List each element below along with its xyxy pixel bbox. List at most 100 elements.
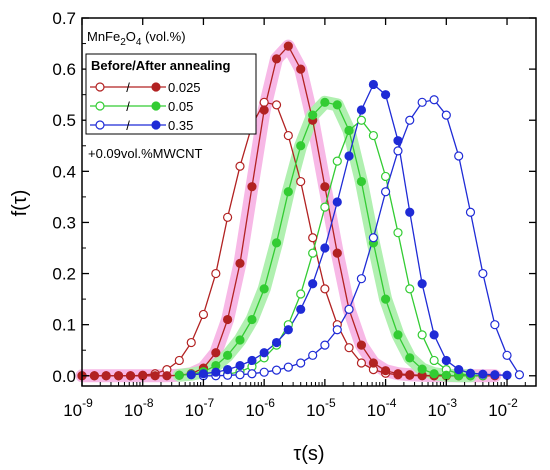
legend-entries: / 0.025 / 0.05 / 0.35 [90,80,201,133]
x-tick-label: 10-6 [245,396,275,420]
series-0_025-before-point [344,343,354,353]
series-0_35-before-point [296,358,306,368]
series-0_025-after-point [320,182,330,192]
series-0_35-after-point [429,330,439,340]
series-0_35-after-point [271,337,282,348]
series-0_05-after-point [344,125,354,136]
legend-box [85,53,257,135]
series-0_025-before-point [211,268,221,279]
series-0_025-after-point [259,105,269,115]
series-0_025-before-point [186,337,196,348]
series-0_025-after-point [162,371,172,381]
y-tick-label: 0.1 [52,316,76,335]
series-0_35-after-point [247,355,257,366]
series-0_35-after-point [186,370,196,380]
series-0_05-after-point [356,176,367,187]
legend-label: 0.35 [168,118,193,133]
series-0_025-before-point [296,176,306,187]
series-layer [75,39,525,383]
series-0_05-after-point [296,141,306,151]
x-tick-label: 10-4 [367,396,397,420]
series-0_35-before-point [320,340,330,350]
series-0_35-before-point [454,151,464,161]
y-tick-label: 0.2 [52,265,76,284]
series-0_05-before-point [296,289,306,299]
series-0_05-before-point [393,228,403,238]
legend-separator: / [126,99,130,114]
series-0_025-after-point [235,258,245,268]
series-0_35-after-point [211,367,221,377]
series-0_35-before-point [332,325,342,335]
series-0_025-before-point [222,212,233,222]
legend-marker-after [151,101,161,111]
series-0_35-after-point [417,279,427,289]
legend-marker-before [95,101,105,111]
series-0_35-after-point [222,365,233,375]
legend-note: +0.09vol.%MWCNT [88,146,203,161]
series-0_35-before-point [405,115,415,125]
series-0_35-after-point [380,90,391,100]
series-0_35-after-point [393,136,403,146]
series-0_025-after-point [222,314,233,325]
series-0_05-after-point [441,370,451,380]
series-0_025-after-point [271,54,282,64]
legend-subtitle: Before/After annealing [91,58,230,73]
series-0_025-before-point [235,161,245,171]
series-0_35-before-point [380,187,391,197]
legend-marker-before [95,82,105,92]
series-0_025-before-point [198,309,209,320]
series-0_05-after-point [405,353,415,363]
series-0_025-after-point [393,369,403,379]
y-tick-label: 0.3 [52,213,76,232]
series-0_35-after-point [454,365,464,375]
series-0_35-before-point [356,274,367,284]
x-tick-label: 10-5 [306,396,336,420]
series-0_35-after-point [296,304,306,314]
legend-label: 0.05 [168,99,193,114]
x-tick-label: 10-9 [63,396,93,420]
series-0_025-after-point [283,41,293,51]
series-0_05-after-point [380,294,391,304]
series-0_05-before-point [320,202,330,212]
series-0_05-before-point [308,248,318,258]
series-0_35-before-point [441,110,451,120]
series-0_05-before-point [332,156,342,166]
series-0_025-before-point [308,233,318,243]
series-0_025-after-point [138,371,148,381]
series-0_35-before-point [283,362,293,372]
series-0_35-before-point [490,320,500,330]
series-0_025-after-point [332,248,342,258]
series-0_05-after-point [247,314,257,325]
series-0_35-before-point [344,304,354,314]
series-0_05-after-point [332,100,342,110]
series-0_05-before-point [405,284,415,294]
series-0_025-after-point [356,340,367,350]
series-0_025-after-point [89,371,99,381]
series-0_35-after-point [198,369,209,379]
series-0_025-after-point [113,371,124,381]
series-0_05-after-point [259,284,269,294]
series-0_35-after-point [320,243,330,253]
series-0_35-before-point [478,268,488,279]
axis-layer: 0.0 0.1 0.2 0.3 0.4 0.5 0.6 0.7 10-9 10-8 10-7 10-6… [52,9,537,420]
series-0_05-before-point [429,355,439,366]
series-0_35-before-point [235,370,245,380]
series-0_35-after-point [465,368,476,378]
series-0_025-after-point [247,182,257,192]
x-axis-label: τ(s) [293,443,324,465]
series-0_35-after-point [308,279,318,289]
series-0_35-after-point [478,369,488,379]
series-0_35-before-point [308,350,318,360]
legend-separator: / [126,118,130,133]
series-0_35-after-point [259,348,269,358]
series-0_35-before-point [429,95,439,105]
series-0_35-after-point [332,197,342,207]
series-0_05-after-point [222,350,233,360]
series-0_35-before-point [514,370,525,380]
x-tick-label: 10-3 [428,396,458,420]
series-0_025-before-point [259,97,269,107]
series-0_025-before-point [283,130,293,141]
series-0_35-before-point [368,233,379,243]
series-0_025-before-point [356,358,367,368]
